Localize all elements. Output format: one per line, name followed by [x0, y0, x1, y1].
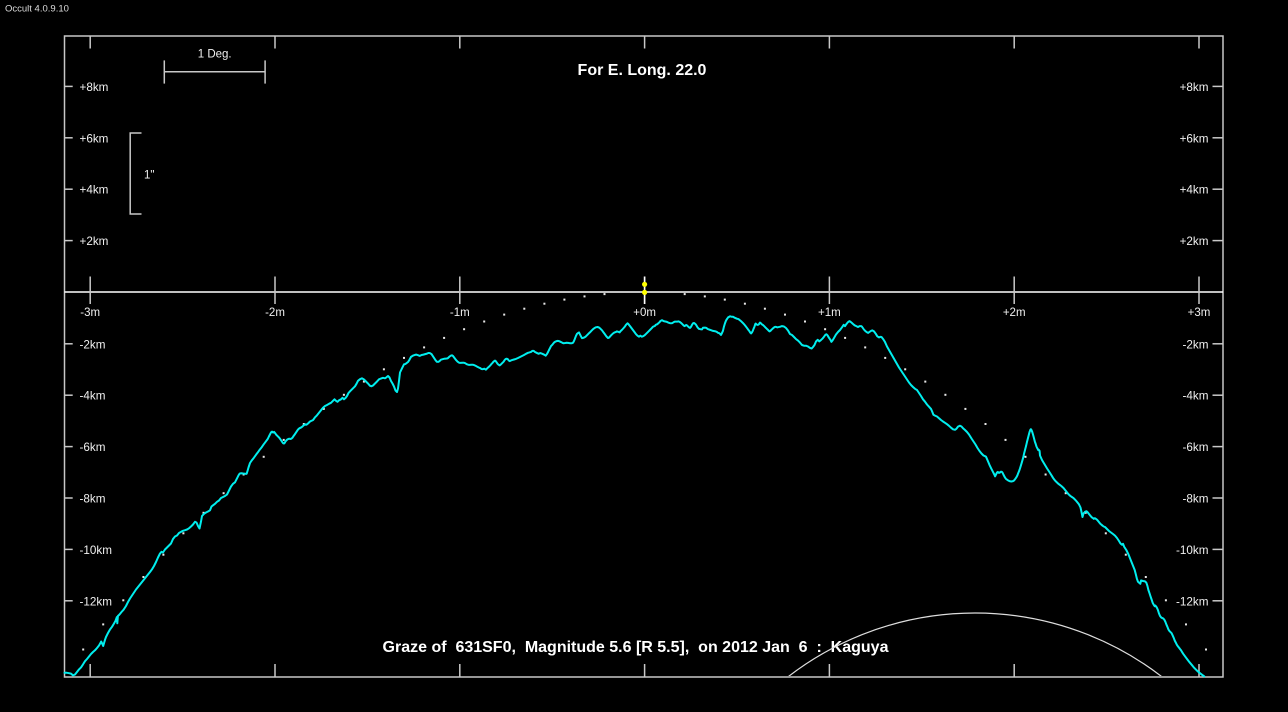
svg-text:-10km: -10km	[80, 544, 112, 557]
svg-text:+2km: +2km	[80, 235, 109, 248]
svg-text:-2km: -2km	[80, 338, 106, 351]
svg-text:+3m: +3m	[1188, 307, 1211, 319]
svg-text:1 Deg.: 1 Deg.	[198, 49, 232, 61]
svg-text:-3m: -3m	[80, 307, 100, 319]
svg-text:+0m: +0m	[633, 307, 656, 319]
svg-text:-2km: -2km	[1183, 338, 1209, 351]
svg-text:-8km: -8km	[80, 493, 106, 506]
svg-text:For E. Long. 22.0: For E. Long. 22.0	[578, 62, 707, 79]
svg-text:-12km: -12km	[80, 595, 112, 608]
svg-text:+6km: +6km	[1180, 132, 1209, 145]
svg-text:-2m: -2m	[265, 307, 285, 319]
svg-text:-1m: -1m	[450, 307, 470, 319]
svg-text:+8km: +8km	[1180, 81, 1209, 94]
svg-text:-6km: -6km	[80, 441, 106, 454]
svg-text:Graze of 631SF0, Magnitude 5: Graze of 631SF0, Magnitude 5.6 [R 5.5], …	[383, 639, 889, 656]
svg-text:+8km: +8km	[80, 81, 109, 94]
svg-text:+4km: +4km	[1180, 184, 1209, 197]
svg-text:-4km: -4km	[1183, 390, 1209, 403]
svg-text:+4km: +4km	[80, 184, 109, 197]
svg-text:-8km: -8km	[1183, 493, 1209, 506]
svg-text:-6km: -6km	[1183, 441, 1209, 454]
svg-text:-10km: -10km	[1176, 544, 1208, 557]
svg-text:Occult 4.0.9.10: Occult 4.0.9.10	[5, 4, 69, 15]
svg-text:+2km: +2km	[1180, 235, 1209, 248]
svg-text:1": 1"	[144, 170, 154, 182]
svg-text:+1m: +1m	[818, 307, 841, 319]
svg-text:-12km: -12km	[1176, 595, 1208, 608]
svg-text:+2m: +2m	[1003, 307, 1026, 319]
svg-text:+6km: +6km	[80, 132, 109, 145]
svg-text:-4km: -4km	[80, 390, 106, 403]
